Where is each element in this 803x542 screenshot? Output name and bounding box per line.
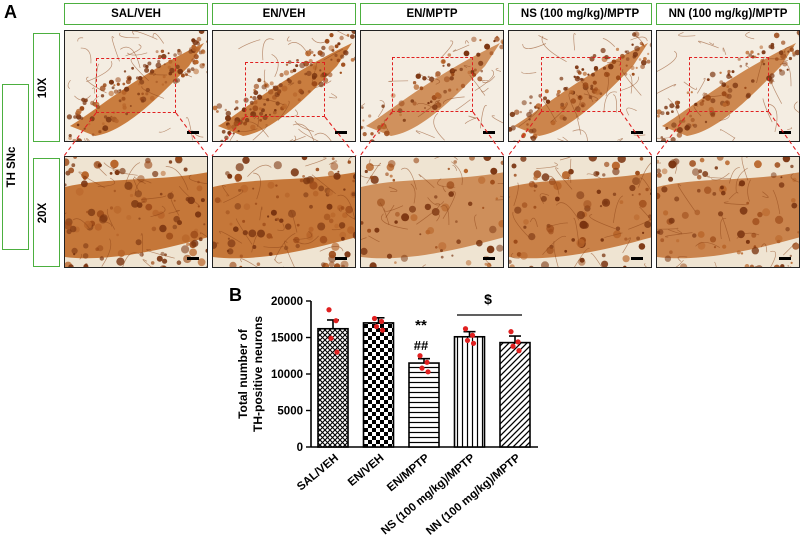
data-point-0-0 (326, 307, 332, 313)
micrograph-ns-mptp-20x (508, 156, 652, 268)
y-ticks: 0 5000 10000 15000 20000 (271, 296, 311, 454)
scale-bar (631, 257, 643, 260)
data-point-4-1 (515, 339, 521, 345)
x-tick-label-4: NN (100 mg/kg)/MPTP (424, 452, 523, 538)
data-point-4-0 (508, 329, 514, 335)
zoom-region-en-mptp (392, 57, 473, 112)
data-point-3-0 (462, 326, 469, 332)
zoom-region-nn-mptp (689, 57, 769, 112)
data-point-2-1 (424, 359, 430, 365)
micrograph-en-mptp-20x (360, 156, 504, 268)
y-axis-label-line1: Total number of (236, 328, 250, 419)
error-bars (327, 316, 521, 364)
micrograph-nn-mptp-20x (656, 156, 800, 268)
y-tick-label: 5000 (277, 406, 303, 418)
bars (317, 322, 531, 448)
micrograph-sal-veh-20x (64, 156, 208, 268)
y-tick-label: 10000 (271, 369, 303, 381)
panel-b-label: B (229, 285, 242, 305)
data-point-0-3 (334, 349, 340, 355)
data-point-3-3 (470, 340, 477, 346)
micrograph-en-veh-20x (212, 156, 356, 268)
group-header-ns-mptp: NS (100 mg/kg)/MPTP (508, 3, 652, 25)
data-point-3-1 (469, 332, 476, 338)
group-header-sal-veh: SAL/VEH (64, 3, 208, 25)
data-point-1-0 (371, 315, 378, 322)
data-point-2-2 (419, 365, 425, 371)
group-header-nn-mptp: NN (100 mg/kg)/MPTP (656, 3, 800, 25)
y-axis-label-line2: TH-positive neurons (251, 316, 265, 432)
zoom-region-ns-mptp (541, 57, 621, 112)
x-tick-label-0: SAL/VEH (295, 452, 341, 493)
bar-1 (362, 322, 395, 448)
sig-asterisks: ** (415, 317, 427, 334)
panel-a-label: A (4, 2, 17, 22)
data-point-2-3 (425, 369, 431, 375)
data-point-1-1 (378, 318, 385, 325)
th-snc-label-box (2, 84, 29, 250)
data-point-3-2 (464, 337, 471, 344)
bar-3 (453, 335, 486, 448)
scale-bar (335, 257, 347, 260)
data-point-2-0 (417, 353, 423, 359)
data-point-1-3 (379, 327, 386, 333)
data-point-4-2 (510, 343, 516, 349)
mag-10x-box (33, 33, 60, 142)
y-tick-label: 0 (297, 442, 303, 454)
bar-4 (499, 341, 531, 448)
scale-bar (483, 257, 495, 260)
data-point-1-2 (373, 323, 380, 330)
data-point-0-1 (333, 318, 339, 324)
group-header-en-veh: EN/VEH (212, 3, 356, 25)
bar-0 (317, 327, 349, 448)
y-tick-label: 20000 (271, 296, 303, 308)
data-points (326, 307, 522, 375)
data-point-4-3 (516, 348, 522, 354)
group-header-en-mptp: EN/MPTP (360, 3, 504, 25)
scale-bar (779, 257, 791, 260)
scale-bar (187, 257, 199, 260)
x-tick-label-2: EN/MPTP (385, 452, 432, 494)
zoom-region-sal-veh (96, 58, 176, 113)
y-tick-label: 15000 (271, 333, 303, 345)
x-tick-label-1: EN/VEH (346, 452, 387, 489)
data-point-0-2 (328, 335, 334, 341)
bar-2 (408, 362, 440, 448)
sig-hashes: ## (414, 338, 429, 353)
mag-20x-box (33, 158, 60, 267)
zoom-region-en-veh (245, 62, 325, 117)
sig-dollar: $ (484, 291, 492, 307)
